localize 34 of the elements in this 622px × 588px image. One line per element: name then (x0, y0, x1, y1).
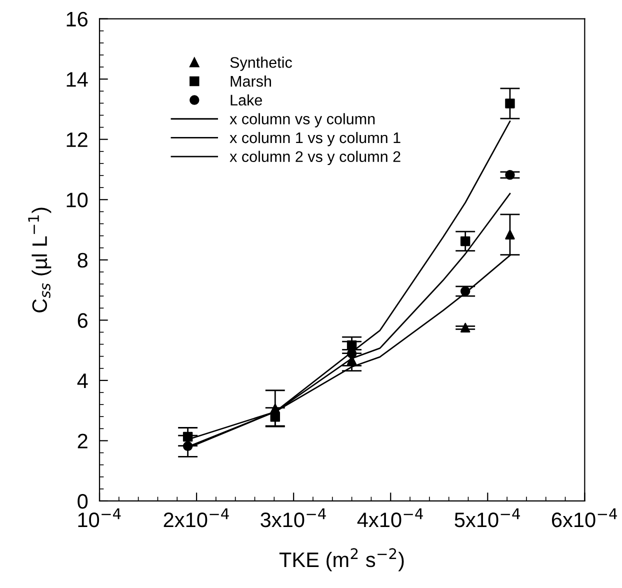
legend-label: Lake (230, 94, 262, 106)
y-tick-label: 0 (78, 494, 88, 509)
y-tick-label: 14 (66, 72, 88, 87)
legend-label: x column 2 vs y column 2 (230, 150, 400, 166)
x-tick-label: 10$^{−4}$ (78, 508, 121, 528)
legend-label: Synthetic (230, 56, 292, 71)
point (182, 441, 193, 451)
point (460, 286, 470, 296)
point (505, 230, 515, 240)
y-tick-label: 12 (66, 132, 88, 147)
legend-label: x column 1 vs y column 1 (230, 132, 400, 146)
x-tick-label: 2x10$^{−4}$ (164, 508, 229, 528)
y-tick-label: 2 (78, 434, 88, 448)
x-tick-label: 6x10$^{−4}$ (552, 508, 617, 528)
x-tick-label: 3x10$^{−4}$ (260, 508, 326, 528)
x-axis-title: TKE (m$^{2}$ s$^{−2}$) (279, 548, 404, 572)
y-tick-label: 10 (66, 192, 88, 208)
point (346, 348, 357, 358)
point (270, 412, 280, 422)
point (460, 322, 470, 333)
y-tick-label: 8 (78, 252, 88, 268)
point (505, 98, 515, 108)
legend-label: Marsh (230, 76, 271, 87)
y-tick-label: 16 (66, 12, 88, 27)
y-tick-label: 6 (78, 313, 88, 328)
x-tick-label: 4x10$^{−4}$ (357, 508, 423, 528)
point (346, 340, 357, 350)
point (182, 432, 193, 442)
point (505, 170, 515, 180)
x-tick-label: 5x10$^{−4}$ (454, 508, 520, 528)
y-tick-label: 4 (77, 374, 88, 388)
y-axis-title: C$_{ss}$ (µl L$^{−1}$) (28, 208, 52, 312)
point (460, 236, 470, 246)
legend-label: x column vs y column (230, 113, 375, 128)
